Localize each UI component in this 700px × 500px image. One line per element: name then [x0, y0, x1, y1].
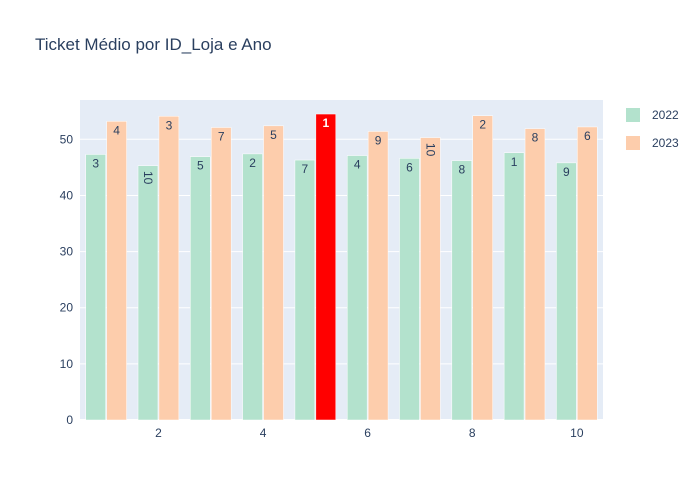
bar[interactable]	[211, 127, 232, 421]
bar[interactable]	[158, 116, 180, 421]
bar[interactable]	[294, 159, 316, 421]
bar-label: 7	[302, 162, 309, 176]
bar[interactable]	[106, 121, 127, 421]
bar-label: 10	[423, 143, 437, 157]
bar-label: 1	[322, 116, 329, 130]
bar-label: 3	[166, 118, 173, 132]
bar-label: 5	[270, 128, 277, 142]
legend-label: 2022	[652, 108, 679, 122]
x-tick-label: 6	[364, 426, 371, 440]
bar-label: 10	[141, 171, 155, 185]
bar[interactable]	[451, 160, 472, 421]
bar[interactable]	[503, 152, 525, 421]
bar-label: 2	[479, 118, 486, 132]
y-tick-label: 30	[60, 245, 74, 259]
bar-label: 4	[113, 123, 120, 137]
bar-label: 7	[218, 130, 225, 144]
bar[interactable]	[577, 126, 598, 421]
bar[interactable]	[399, 158, 420, 421]
legend-label: 2023	[652, 136, 679, 150]
bar-label: 9	[375, 133, 382, 147]
y-axis: 0 10 20 30 40 50	[60, 132, 74, 427]
chart-title: Ticket Médio por ID_Loja e Ano	[35, 35, 272, 54]
x-tick-label: 2	[155, 426, 162, 440]
bar[interactable]	[137, 165, 159, 421]
y-tick-label: 50	[60, 132, 74, 146]
bar[interactable]	[420, 137, 441, 421]
bar[interactable]	[85, 154, 106, 421]
bar[interactable]	[190, 156, 211, 421]
legend-item[interactable]: 2022	[626, 108, 679, 122]
bar-label: 6	[584, 129, 591, 143]
y-tick-label: 10	[60, 357, 74, 371]
bar[interactable]	[472, 115, 493, 421]
x-tick-label: 8	[469, 426, 476, 440]
bar[interactable]	[242, 153, 263, 421]
bars	[85, 113, 598, 421]
bar[interactable]	[524, 128, 546, 421]
bar-label: 6	[406, 160, 413, 174]
bar-label: 5	[197, 159, 204, 173]
bar[interactable]	[556, 162, 577, 421]
bar-label: 9	[563, 165, 570, 179]
y-tick-label: 20	[60, 301, 74, 315]
bar[interactable]	[346, 155, 368, 421]
legend-swatch	[626, 136, 640, 150]
x-tick-label: 4	[260, 426, 267, 440]
legend-swatch	[626, 108, 640, 122]
bar-label: 8	[532, 131, 539, 145]
bar-label: 2	[249, 156, 256, 170]
legend-item[interactable]: 2023	[626, 136, 679, 150]
x-axis: 2 4 6 8 10	[155, 426, 584, 440]
x-tick-label: 10	[570, 426, 584, 440]
y-tick-label: 40	[60, 188, 74, 202]
bar-label: 1	[511, 155, 518, 169]
bar-label: 3	[92, 156, 99, 170]
legend[interactable]: 2022 2023	[626, 108, 679, 150]
bar-label: 8	[458, 163, 465, 177]
bar[interactable]	[367, 131, 389, 421]
plot-area	[80, 100, 603, 420]
bar-highlighted[interactable]	[315, 113, 337, 421]
bar-label: 4	[354, 158, 361, 172]
bar[interactable]	[263, 125, 284, 421]
y-tick-label: 0	[66, 413, 73, 427]
